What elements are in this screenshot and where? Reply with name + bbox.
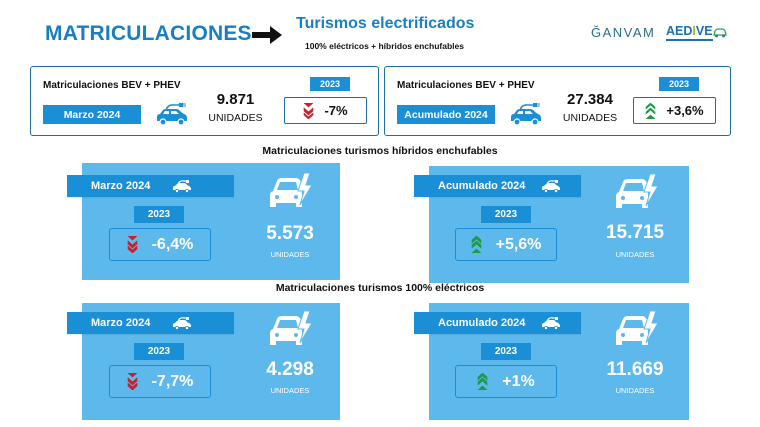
aedive-logo: AEDIVE — [666, 24, 713, 41]
compare-year-badge: 2023 — [659, 77, 699, 91]
summary-units: UNIDADES — [562, 112, 618, 124]
units-label: UNIDADES — [270, 250, 310, 259]
aedive-logo-text: AED — [666, 24, 693, 38]
summary-value: 9.871 — [216, 91, 255, 108]
phev-march-card: 5.573 UNIDADES 2023 -6,4% — [82, 163, 340, 280]
ganvam-logo: ĞANVAM — [591, 25, 656, 40]
registrations-value: 4.298 — [266, 359, 314, 380]
period-tab: Marzo 2024 — [67, 312, 234, 334]
compare-year-badge: 2023 — [481, 343, 531, 360]
period-label: Acumulado 2024 — [438, 180, 526, 192]
up-chevrons-icon — [646, 102, 656, 119]
up-chevrons-icon — [471, 236, 481, 253]
registrations-value: 5.573 — [266, 223, 314, 244]
ev-charging-car-icon — [542, 317, 561, 330]
change-value: -6,4% — [151, 235, 194, 253]
change-value: -7% — [324, 103, 348, 118]
ev-charging-car-icon — [173, 180, 192, 193]
units-label: UNIDADES — [270, 386, 310, 395]
aedive-logo-i: I — [692, 24, 696, 38]
ev-charging-car-icon — [511, 103, 541, 126]
electric-car-icon — [616, 174, 658, 208]
compare-year-badge: 2023 — [134, 206, 184, 223]
registrations-value: 11.669 — [606, 359, 664, 380]
period-label: Acumulado 2024 — [438, 317, 526, 329]
summary-card-accumulated: Matriculaciones BEV + PHEV Acumulado 202… — [384, 66, 731, 136]
subtitle-note: 100% eléctricos + híbridos enchufables — [305, 41, 464, 51]
change-value: +1% — [502, 372, 535, 390]
aedive-logo-text-end: VE — [695, 24, 713, 38]
period-label: Marzo 2024 — [91, 180, 151, 192]
summary-label: Matriculaciones BEV + PHEV — [397, 80, 535, 91]
compare-year-badge: 2023 — [134, 343, 184, 360]
registrations-value: 15.715 — [605, 222, 665, 243]
change-box: +1% — [455, 365, 557, 398]
electric-car-icon — [270, 173, 312, 207]
summary-units: UNIDADES — [208, 112, 263, 124]
change-value: -7,7% — [151, 372, 194, 390]
aedive-car-icon — [713, 28, 727, 38]
change-box: -6,4% — [109, 228, 211, 261]
down-chevrons-icon — [127, 236, 137, 253]
down-chevrons-icon — [304, 102, 314, 119]
subtitle: Turismos electrificados — [296, 15, 475, 32]
period-badge: Marzo 2024 — [43, 105, 141, 124]
summary-label: Matriculaciones BEV + PHEV — [43, 80, 181, 91]
units-label: UNIDADES — [615, 386, 655, 395]
period-label: Marzo 2024 — [91, 317, 151, 329]
period-badge: Acumulado 2024 — [397, 105, 495, 124]
summary-value: 27.384 — [567, 91, 613, 108]
summary-card-march: Matriculaciones BEV + PHEV Marzo 2024 9.… — [30, 66, 379, 136]
compare-year-badge: 2023 — [310, 77, 350, 91]
period-tab: Acumulado 2024 — [414, 312, 581, 334]
down-chevrons-icon — [127, 373, 137, 390]
change-box: -7% — [284, 97, 367, 124]
up-chevrons-icon — [477, 373, 488, 390]
section-title-phev: Matriculaciones turismos híbridos enchuf… — [262, 145, 498, 157]
section-title-bev: Matriculaciones turismos 100% eléctricos — [275, 282, 485, 294]
ev-charging-car-icon — [157, 103, 187, 126]
change-value: +3,6% — [666, 103, 704, 118]
change-box: +3,6% — [633, 97, 716, 124]
page-title: MATRICULACIONES — [45, 22, 252, 45]
compare-year-badge: 2023 — [481, 206, 531, 223]
electric-car-icon — [616, 311, 658, 345]
period-tab: Acumulado 2024 — [414, 175, 581, 197]
ev-charging-car-icon — [173, 317, 192, 330]
change-value: +5,6% — [495, 235, 542, 253]
ev-charging-car-icon — [542, 180, 561, 193]
period-tab: Marzo 2024 — [67, 175, 234, 197]
change-box: +5,6% — [455, 228, 557, 261]
units-label: UNIDADES — [615, 250, 655, 259]
change-box: -7,7% — [109, 365, 211, 398]
right-arrow-icon — [252, 26, 282, 44]
electric-car-icon — [270, 311, 312, 345]
